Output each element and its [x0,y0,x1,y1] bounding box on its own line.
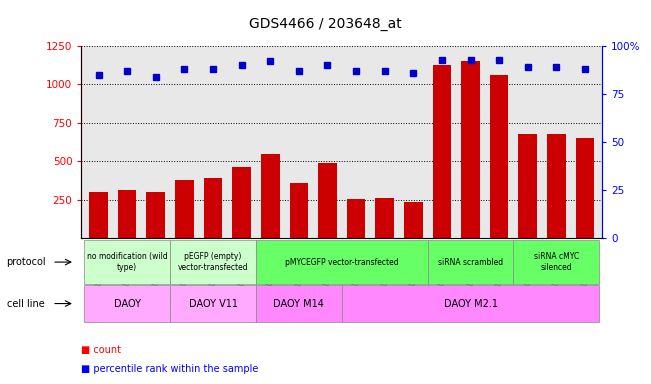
Text: protocol: protocol [7,257,46,267]
Text: ■ count: ■ count [81,345,121,355]
Bar [433,65,451,238]
Bar [347,199,365,238]
Text: GDS4466 / 203648_at: GDS4466 / 203648_at [249,17,402,31]
Bar [376,198,394,238]
Bar [84,240,170,284]
Bar [175,180,194,238]
Text: DAOY V11: DAOY V11 [189,298,238,309]
Text: DAOY: DAOY [114,298,141,309]
Text: pMYCEGFP vector-transfected: pMYCEGFP vector-transfected [285,258,398,266]
Text: pEGFP (empty)
vector-transfected: pEGFP (empty) vector-transfected [178,252,248,272]
Bar [261,154,279,238]
Bar [318,163,337,238]
Bar [170,240,256,284]
Bar [232,167,251,238]
Bar [204,178,222,238]
Bar [170,285,256,322]
Bar [256,240,428,284]
Text: DAOY M2.1: DAOY M2.1 [443,298,497,309]
Bar [342,285,600,322]
Text: no modification (wild
type): no modification (wild type) [87,252,167,272]
Bar [462,61,480,238]
Text: cell line: cell line [7,298,44,309]
Bar [118,190,137,238]
Text: DAOY M14: DAOY M14 [273,298,324,309]
Bar [84,285,170,322]
Bar [490,75,508,238]
Bar [575,138,594,238]
Bar [146,192,165,238]
Bar [404,202,422,238]
Bar [547,134,566,238]
Text: siRNA scrambled: siRNA scrambled [438,258,503,266]
Bar [256,285,342,322]
Bar [89,192,108,238]
Text: siRNA cMYC
silenced: siRNA cMYC silenced [534,252,579,272]
Bar [514,240,600,284]
Bar [290,183,308,238]
Bar [518,134,537,238]
Bar [428,240,514,284]
Text: ■ percentile rank within the sample: ■ percentile rank within the sample [81,364,258,374]
